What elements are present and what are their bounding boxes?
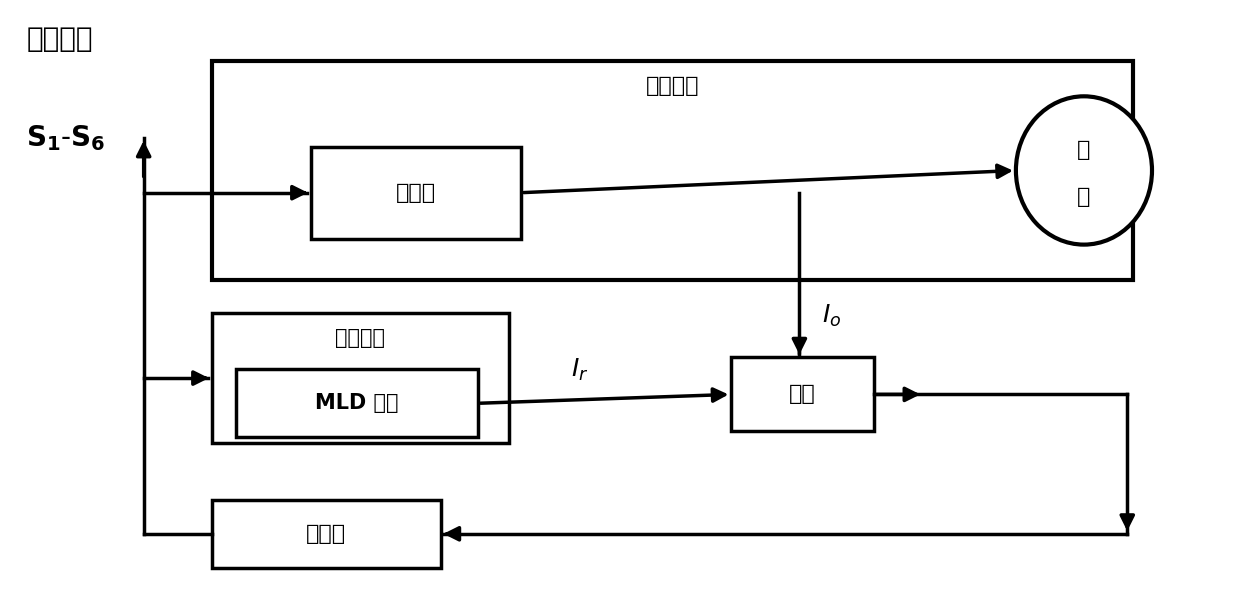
Text: 控制器: 控制器 bbox=[306, 524, 346, 544]
Text: 机: 机 bbox=[1078, 187, 1091, 207]
Text: MLD 模型: MLD 模型 bbox=[315, 393, 399, 413]
Bar bbox=[212, 499, 440, 568]
Text: $I_r$: $I_r$ bbox=[572, 356, 589, 383]
Text: 实际系统: 实际系统 bbox=[646, 76, 699, 95]
Text: 状态估计: 状态估计 bbox=[335, 328, 386, 347]
Text: 开关信号: 开关信号 bbox=[26, 25, 93, 53]
Bar bbox=[212, 313, 508, 443]
Bar bbox=[212, 61, 1133, 280]
Bar bbox=[311, 147, 521, 238]
Text: 逃变器: 逃变器 bbox=[396, 183, 436, 203]
Text: 电: 电 bbox=[1078, 139, 1091, 160]
Text: 比较: 比较 bbox=[789, 384, 816, 405]
Bar bbox=[732, 358, 874, 432]
Text: $\bf{S_1}$-$\bf{S_6}$: $\bf{S_1}$-$\bf{S_6}$ bbox=[26, 123, 105, 153]
Text: $I_o$: $I_o$ bbox=[822, 303, 841, 329]
Bar bbox=[237, 369, 477, 437]
Ellipse shape bbox=[1016, 97, 1152, 244]
